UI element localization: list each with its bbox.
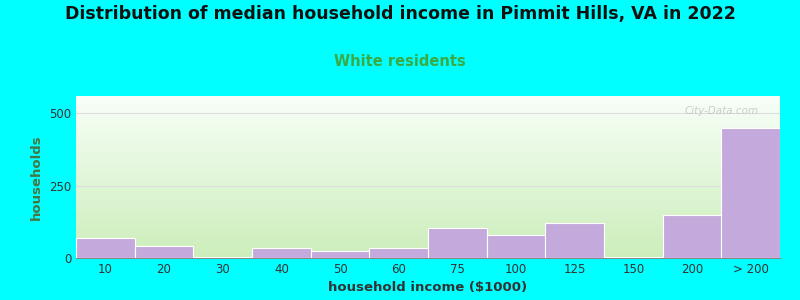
Bar	[662, 214, 722, 258]
Bar	[546, 223, 604, 258]
Bar	[252, 248, 310, 258]
Bar	[194, 256, 252, 258]
Bar	[722, 128, 780, 258]
Text: City-Data.com: City-Data.com	[685, 106, 759, 116]
Bar	[76, 238, 134, 258]
Bar	[604, 256, 662, 258]
Text: White residents: White residents	[334, 54, 466, 69]
Bar	[310, 251, 370, 258]
X-axis label: household income ($1000): household income ($1000)	[329, 281, 527, 294]
Bar	[370, 248, 428, 258]
Bar	[428, 228, 486, 258]
Y-axis label: households: households	[30, 134, 43, 220]
Bar	[134, 246, 194, 258]
Text: Distribution of median household income in Pimmit Hills, VA in 2022: Distribution of median household income …	[65, 4, 735, 22]
Bar	[486, 235, 546, 258]
